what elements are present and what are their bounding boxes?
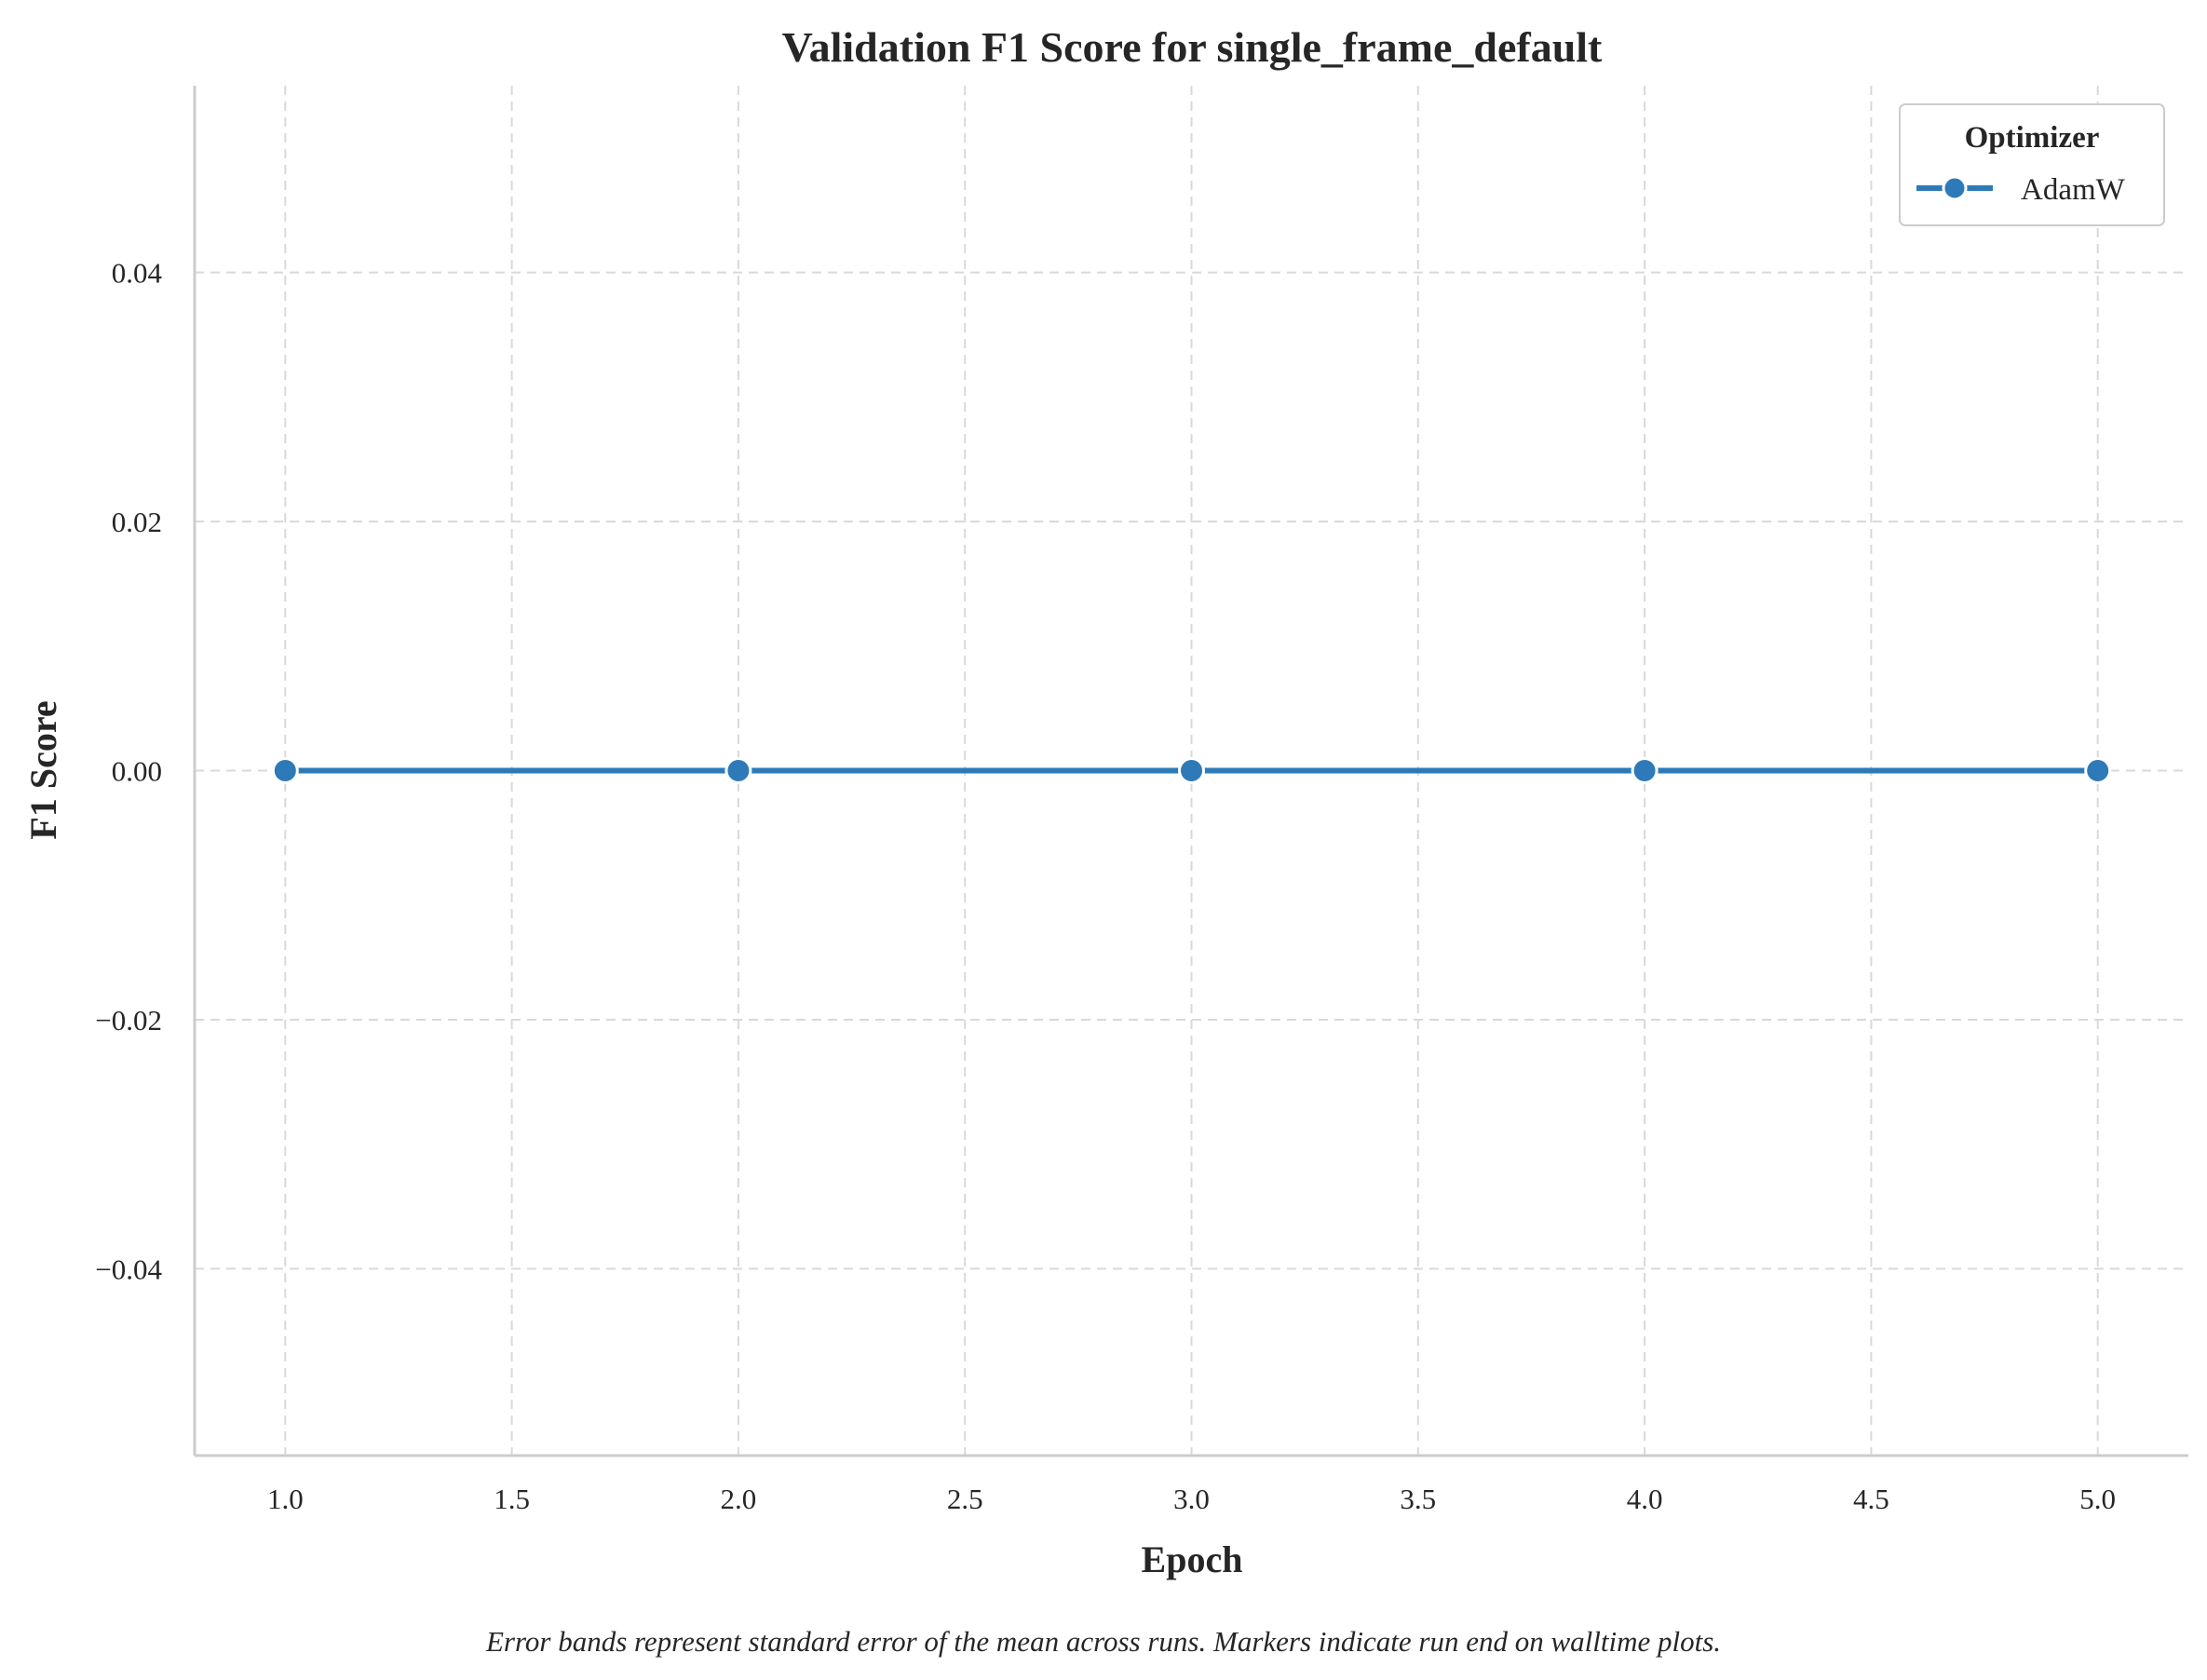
y-tick-label: 0.00 <box>112 755 162 788</box>
x-tick-label: 2.5 <box>947 1483 983 1515</box>
x-tick-label: 1.0 <box>267 1483 304 1515</box>
x-tick-label: 2.0 <box>721 1483 757 1515</box>
legend: Optimizer AdamW <box>1899 103 2165 226</box>
legend-title: Optimizer <box>1965 121 2100 155</box>
y-tick-label: 0.04 <box>112 257 163 290</box>
data-point <box>1178 757 1205 784</box>
x-tick-label: 4.5 <box>1853 1483 1889 1515</box>
axes-spines <box>193 86 2188 1457</box>
data-point <box>1631 757 1659 784</box>
x-tick-labels: 1.0 1.5 2.0 2.5 3.0 3.5 4.0 4.5 5.0 <box>267 1483 2116 1515</box>
y-tick-label: −0.04 <box>95 1253 162 1285</box>
data-point <box>724 757 752 784</box>
y-axis-label: F1 Score <box>22 700 64 839</box>
x-tick-label: 1.5 <box>494 1483 530 1515</box>
y-tick-label: −0.02 <box>95 1004 162 1036</box>
x-tick-label: 3.5 <box>1400 1483 1436 1515</box>
legend-label-adamw: AdamW <box>2021 173 2126 207</box>
y-tick-labels: −0.04 −0.02 0.00 0.02 0.04 <box>95 257 162 1286</box>
chart-title: Validation F1 Score for single_frame_def… <box>782 23 1603 71</box>
figure-caption: Error bands represent standard error of … <box>485 1625 1721 1658</box>
data-point <box>2084 757 2112 784</box>
legend-marker-icon <box>1942 175 1968 201</box>
y-tick-label: 0.02 <box>112 506 162 538</box>
series-lines <box>271 757 2112 784</box>
x-axis-label: Epoch <box>1142 1538 1243 1580</box>
data-point <box>271 757 299 784</box>
x-tick-label: 5.0 <box>2079 1483 2116 1515</box>
x-tick-label: 4.0 <box>1627 1483 1663 1515</box>
x-tick-label: 3.0 <box>1173 1483 1210 1515</box>
legend-box <box>1899 103 2165 226</box>
